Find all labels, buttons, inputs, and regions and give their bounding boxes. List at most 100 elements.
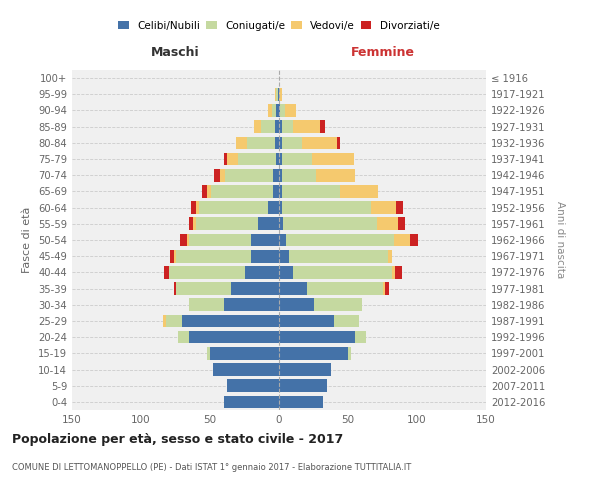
Bar xyxy=(316,169,355,181)
Bar xyxy=(202,185,207,198)
Bar xyxy=(275,120,279,133)
Bar xyxy=(227,380,279,392)
Bar xyxy=(247,136,275,149)
Bar xyxy=(279,298,314,311)
Bar xyxy=(279,104,280,117)
Bar xyxy=(164,266,169,278)
Bar xyxy=(191,202,196,214)
Bar xyxy=(211,185,274,198)
Bar xyxy=(394,234,410,246)
Bar xyxy=(279,314,334,328)
Bar xyxy=(388,250,392,262)
Bar xyxy=(282,169,316,181)
Bar xyxy=(302,136,337,149)
Bar xyxy=(279,185,282,198)
Bar xyxy=(312,152,353,166)
Bar xyxy=(166,314,182,328)
Bar xyxy=(279,234,286,246)
Bar xyxy=(377,218,398,230)
Bar xyxy=(279,363,331,376)
Bar xyxy=(279,282,307,295)
Bar xyxy=(225,169,274,181)
Bar xyxy=(279,218,283,230)
Bar xyxy=(199,202,268,214)
Bar xyxy=(279,396,323,408)
Bar xyxy=(224,298,279,311)
Bar xyxy=(214,169,220,181)
Bar xyxy=(395,266,402,278)
Bar xyxy=(179,234,187,246)
Bar xyxy=(182,314,279,328)
Bar xyxy=(190,218,193,230)
Bar xyxy=(220,169,225,181)
Legend: Celibi/Nubili, Coniugati/e, Vedovi/e, Divorziati/e: Celibi/Nubili, Coniugati/e, Vedovi/e, Di… xyxy=(115,18,443,34)
Bar xyxy=(279,331,355,344)
Y-axis label: Fasce di età: Fasce di età xyxy=(22,207,32,273)
Bar xyxy=(207,347,210,360)
Bar xyxy=(174,250,176,262)
Bar xyxy=(410,234,418,246)
Bar xyxy=(282,202,371,214)
Bar xyxy=(224,396,279,408)
Bar xyxy=(293,120,320,133)
Bar xyxy=(227,152,238,166)
Bar xyxy=(268,104,272,117)
Bar xyxy=(334,314,359,328)
Bar xyxy=(163,314,166,328)
Bar xyxy=(213,363,279,376)
Bar xyxy=(170,250,174,262)
Bar xyxy=(274,169,279,181)
Bar xyxy=(371,202,396,214)
Bar xyxy=(190,331,279,344)
Bar xyxy=(207,185,211,198)
Bar xyxy=(279,202,282,214)
Bar xyxy=(279,152,282,166)
Bar xyxy=(251,234,279,246)
Bar xyxy=(307,282,383,295)
Bar xyxy=(210,347,279,360)
Bar xyxy=(190,298,224,311)
Text: Femmine: Femmine xyxy=(350,46,415,59)
Bar xyxy=(272,104,276,117)
Text: Popolazione per età, sesso e stato civile - 2017: Popolazione per età, sesso e stato civil… xyxy=(12,432,343,446)
Bar xyxy=(337,136,340,149)
Bar xyxy=(279,136,282,149)
Bar xyxy=(193,218,196,230)
Bar xyxy=(397,202,403,214)
Bar xyxy=(276,88,278,101)
Bar xyxy=(275,136,279,149)
Bar xyxy=(392,266,395,278)
Bar xyxy=(169,266,245,278)
Bar xyxy=(340,185,379,198)
Bar xyxy=(276,104,279,117)
Bar xyxy=(279,88,282,101)
Bar xyxy=(174,282,176,295)
Bar xyxy=(282,185,340,198)
Bar xyxy=(282,152,312,166)
Bar xyxy=(279,380,328,392)
Bar xyxy=(178,331,190,344)
Bar xyxy=(224,152,227,166)
Bar xyxy=(289,250,388,262)
Bar xyxy=(355,331,366,344)
Bar xyxy=(196,202,199,214)
Bar xyxy=(254,120,261,133)
Bar xyxy=(279,250,289,262)
Bar xyxy=(230,282,279,295)
Bar xyxy=(245,266,279,278)
Bar xyxy=(383,282,385,295)
Bar xyxy=(385,282,389,295)
Bar xyxy=(238,152,276,166)
Bar xyxy=(176,282,230,295)
Bar xyxy=(187,234,190,246)
Bar xyxy=(279,169,282,181)
Bar xyxy=(398,218,404,230)
Bar xyxy=(283,218,377,230)
Bar xyxy=(293,266,392,278)
Bar xyxy=(279,347,348,360)
Y-axis label: Anni di nascita: Anni di nascita xyxy=(555,202,565,278)
Bar xyxy=(251,250,279,262)
Bar xyxy=(190,234,251,246)
Bar xyxy=(259,218,279,230)
Bar xyxy=(274,185,279,198)
